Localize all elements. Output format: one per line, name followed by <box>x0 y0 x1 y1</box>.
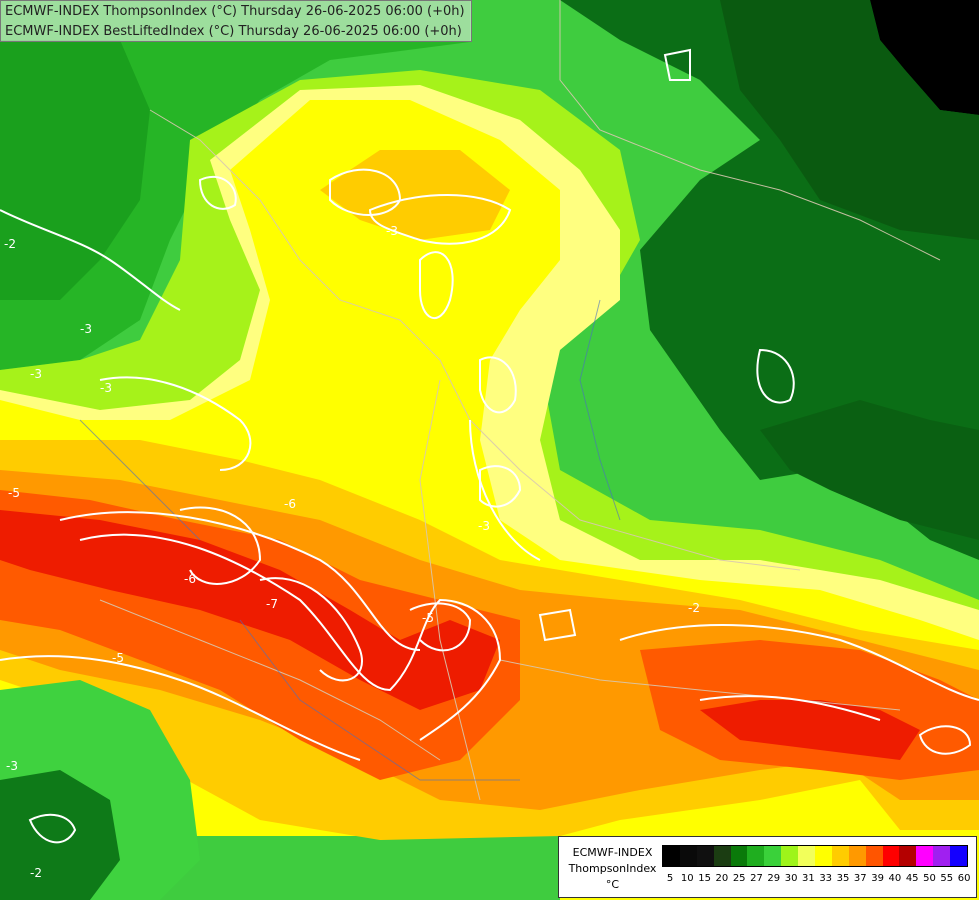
legend-swatch <box>781 846 799 866</box>
legend-swatch <box>798 846 816 866</box>
legend-tick-label: 37 <box>853 873 867 884</box>
dark-green-region-sw <box>0 770 120 900</box>
contour-label: -3 <box>30 367 42 381</box>
legend-tick-label: 40 <box>888 873 902 884</box>
legend-tick-label: 10 <box>680 873 694 884</box>
legend-tick-label: 45 <box>905 873 919 884</box>
contour-label: -5 <box>422 611 434 625</box>
legend-swatch <box>663 846 680 866</box>
contour-label: -3 <box>386 224 398 238</box>
legend-swatch <box>815 846 832 866</box>
contour-label: -3 <box>80 322 92 336</box>
contour-label: -2 <box>4 237 16 251</box>
legend-swatch <box>730 846 748 866</box>
legend-tick-label: 55 <box>940 873 954 884</box>
contour-label: -5 <box>8 486 20 500</box>
map-title-box: ECMWF-INDEX ThompsonIndex (°C) Thursday … <box>0 0 472 42</box>
legend-swatch <box>713 846 731 866</box>
legend-swatch <box>933 846 951 866</box>
legend-swatch <box>865 846 883 866</box>
legend-swatch <box>679 846 697 866</box>
legend-swatch-row <box>662 845 969 867</box>
contour-label: -2 <box>688 601 700 615</box>
lifted-index-contours <box>0 48 979 844</box>
contour-label: -3 <box>100 381 112 395</box>
contour-label: -5 <box>112 651 124 665</box>
green-region-nw <box>0 0 470 370</box>
thompson-index-title: ECMWF-INDEX ThompsonIndex (°C) Thursday … <box>5 4 465 19</box>
legend-tick-label: 50 <box>923 873 936 884</box>
legend-swatch <box>831 846 849 866</box>
contour-label: -6 <box>184 572 196 586</box>
legend-tick-label: 30 <box>784 873 798 884</box>
rivers <box>79 299 621 781</box>
black-region-ne <box>870 0 979 115</box>
legend-unit-label: °C <box>605 878 620 891</box>
legend-tick-label: 27 <box>750 873 763 884</box>
contour-label: -7 <box>266 597 278 611</box>
legend-model-label: ECMWF-INDEX <box>572 846 653 859</box>
legend-tick-label: 25 <box>732 873 746 884</box>
legend-swatch <box>882 846 900 866</box>
legend-swatch <box>916 846 934 866</box>
legend-tick-label: 39 <box>871 873 884 884</box>
legend-swatch <box>696 846 714 866</box>
legend-tick-label: 29 <box>767 873 781 884</box>
gold-patch-north <box>320 150 510 240</box>
legend-tick-row: 5 10 15 20 25 27 29 30 31 33 35 37 39 40 45 50 55 60 <box>662 873 974 887</box>
dark-green-patch-1 <box>720 0 979 240</box>
contour-label: -3 <box>478 519 490 533</box>
country-borders <box>99 0 941 801</box>
contour-label: -2 <box>30 866 42 880</box>
legend-tick-label: 20 <box>715 873 729 884</box>
contour-label-group: -2 -3 -3 -3 -5 -6 -6 -7 -5 -5 -3 -3 -2 -… <box>4 224 700 880</box>
legend-swatch <box>899 846 917 866</box>
legend-tick-label: 33 <box>819 873 833 884</box>
dark-green-patch-2 <box>760 400 979 540</box>
legend-tick-label: 5 <box>666 873 674 884</box>
legend-swatch <box>848 846 866 866</box>
legend-swatch <box>747 846 765 866</box>
legend-swatch <box>764 846 782 866</box>
legend-parameter-label: ThompsonIndex <box>568 862 657 875</box>
color-legend: ECMWF-INDEX ThompsonIndex °C 5 10 15 20 25 27… <box>558 836 977 898</box>
contour-label: -3 <box>6 759 18 773</box>
contour-label: -6 <box>284 497 296 511</box>
legend-tick-label: 60 <box>957 873 971 884</box>
legend-tick-label: 35 <box>836 873 850 884</box>
legend-tick-label: 31 <box>802 873 815 884</box>
red-region <box>0 510 500 710</box>
lifted-index-title: ECMWF-INDEX BestLiftedIndex (°C) Thursda… <box>5 24 462 39</box>
legend-swatch <box>950 846 968 866</box>
legend-tick-label: 15 <box>698 873 711 884</box>
